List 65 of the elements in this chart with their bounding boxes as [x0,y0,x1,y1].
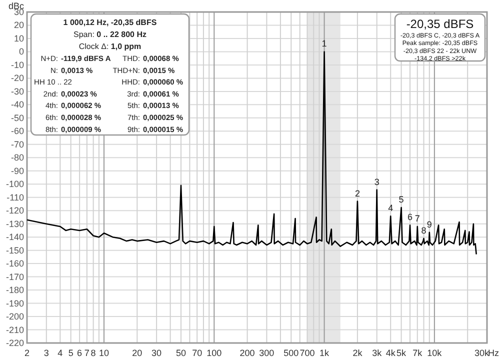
x-tick-label: 20 [132,348,142,358]
x-tick-label: 7k [412,348,423,358]
y-tick-label: -200 [6,312,24,322]
x-tick-label: 700 [300,348,315,358]
x-tick-label: 10 [98,348,109,358]
x-tick-label: 3 [44,348,49,358]
x-tick-label: 10k [427,348,442,358]
y-tick-label: -170 [6,272,24,282]
y-tick-label: -40 [10,100,24,110]
annotation: Span: 0 .. 22 800 Hz [74,30,146,39]
annotation: -20,35 dBFS [406,17,474,31]
y-tick-label: -60 [10,126,24,136]
y-tick-label: -180 [6,285,24,296]
x-tick-label: 4 [58,348,63,358]
x-tick-label: 30 [152,348,162,358]
x-tick-label: 500 [284,348,299,358]
annotation: 8 [421,225,426,236]
x-axis-title: Hz [488,348,500,358]
x-tick-label: 2k [352,348,363,358]
y-tick-label: -220 [6,338,24,348]
y-tick-label: -70 [10,139,24,150]
annotation: Clock Δ: 1,0 ppm [78,42,142,51]
x-tick-label: 8 [90,348,96,358]
y-tick-label: -100 [6,179,24,190]
x-tick-label: 100 [206,348,222,358]
x-tick-label: 50 [176,348,186,358]
y-tick-label: -90 [10,166,24,176]
y-tick-label: 10 [14,33,24,44]
y-tick-label: -140 [6,232,24,242]
annotation: 3 [374,176,380,187]
x-tick-label: 2 [24,348,30,358]
annotation: 5 [398,194,404,205]
x-tick-label: 6 [77,348,82,358]
x-tick-label: 70 [192,348,202,358]
y-tick-label: -30 [10,86,24,96]
x-tick-label: 1k [320,348,330,358]
x-tick-label: 30k [474,348,490,358]
y-tick-label: -50 [10,112,24,123]
annotation: 4 [388,203,394,214]
annotation: 6 [408,212,413,222]
y-tick-label: -80 [10,152,24,163]
y-axis-title: dBc [8,1,24,11]
annotation: 2 [354,188,360,198]
y-tick-label: -190 [6,298,24,308]
annotation: 1 [322,38,327,49]
y-tick-label: -120 [6,206,24,216]
annotation: 9 [426,219,432,230]
annotation: 1 000,12 Hz, -20,35 dBFS [63,18,158,27]
y-tick-label: -150 [6,245,24,256]
annotation: 7 [414,213,420,224]
y-tick-label: 0 [18,46,24,57]
y-tick-label: -20 [10,73,24,84]
x-tick-label: 300 [259,348,274,358]
y-tick-label: -160 [6,258,24,269]
x-tick-label: 3k [372,348,382,358]
y-tick-label: -130 [6,218,24,229]
x-tick-label: 5 [68,348,74,358]
x-tick-label: 5k [396,348,407,358]
y-tick-label: -210 [6,324,24,335]
x-tick-label: 4k [386,348,396,358]
y-tick-label: -110 [6,192,24,202]
y-tick-label: 20 [14,20,24,30]
x-tick-label: 7 [84,348,90,358]
x-tick-label: 200 [240,348,255,358]
y-tick-label: -10 [10,60,24,70]
